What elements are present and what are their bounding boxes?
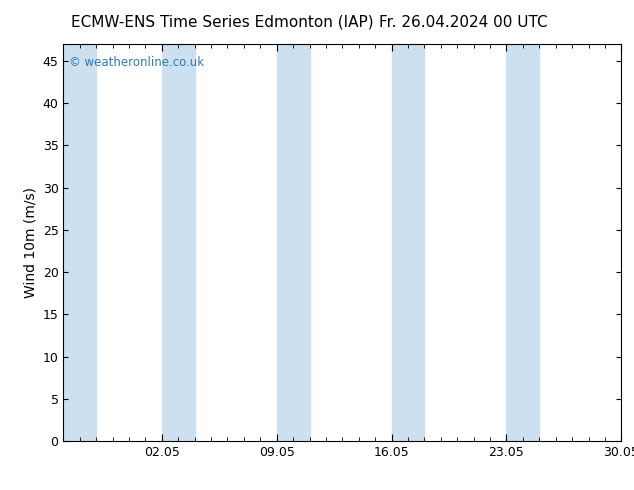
Bar xyxy=(63,44,96,441)
Y-axis label: Wind 10m (m/s): Wind 10m (m/s) xyxy=(23,187,37,298)
Text: Fr. 26.04.2024 00 UTC: Fr. 26.04.2024 00 UTC xyxy=(378,15,547,30)
Text: © weatheronline.co.uk: © weatheronline.co.uk xyxy=(69,56,204,69)
Bar xyxy=(162,44,195,441)
Bar xyxy=(276,44,309,441)
Bar xyxy=(507,44,540,441)
Text: ECMW-ENS Time Series Edmonton (IAP): ECMW-ENS Time Series Edmonton (IAP) xyxy=(70,15,373,30)
Bar xyxy=(392,44,424,441)
